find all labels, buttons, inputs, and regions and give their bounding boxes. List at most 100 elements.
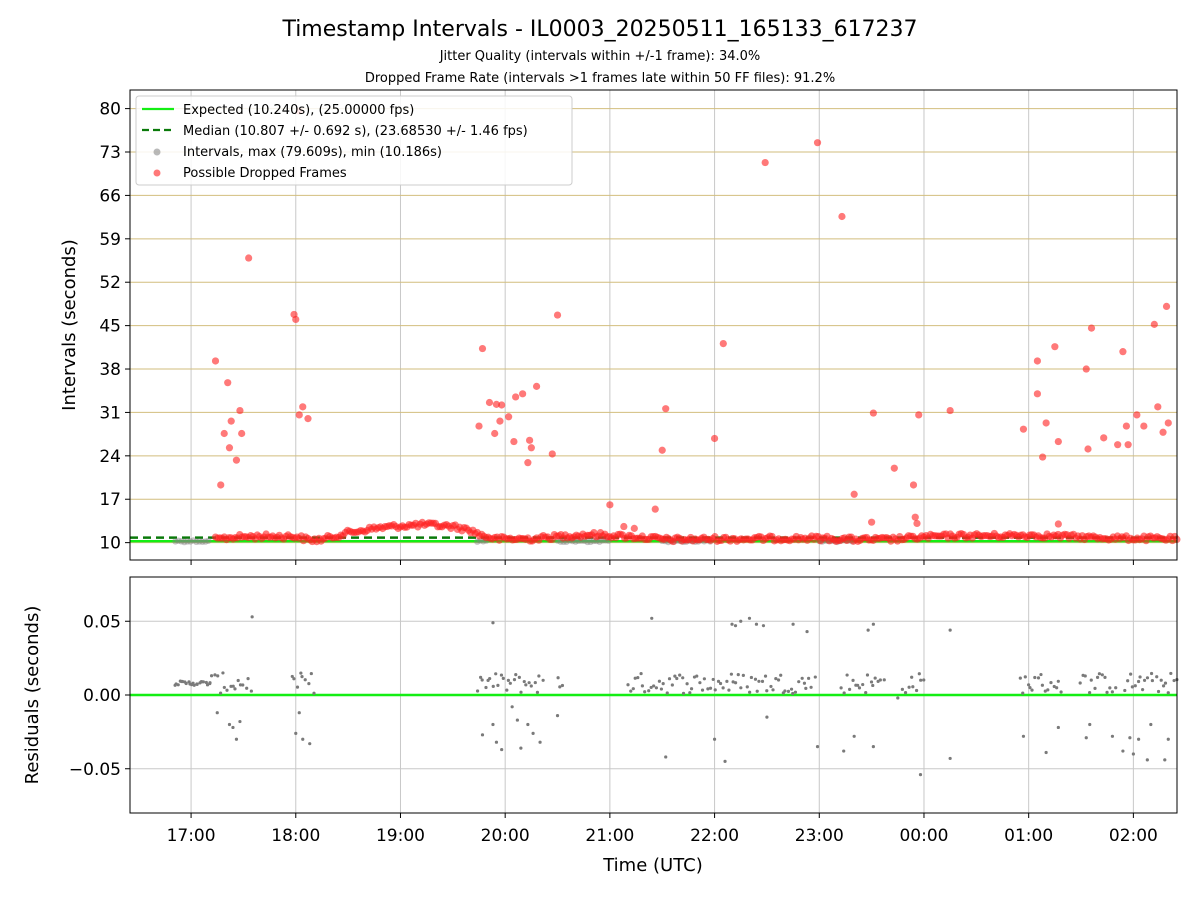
residual-point bbox=[649, 685, 653, 690]
residual-point bbox=[864, 690, 868, 695]
residual-point bbox=[670, 683, 674, 687]
residual-point bbox=[729, 672, 733, 676]
residual-point bbox=[647, 689, 651, 693]
residual-point bbox=[910, 675, 914, 679]
x-tick-label: 19:00 bbox=[376, 826, 425, 846]
residuals-y-ticks: 0.05 0.00 −0.05 bbox=[69, 612, 130, 780]
residual-point bbox=[1136, 679, 1141, 684]
dropped-frame-point bbox=[1122, 422, 1130, 430]
x-tick-label: 20:00 bbox=[481, 826, 530, 846]
residual-point bbox=[519, 746, 523, 750]
residual-point bbox=[1128, 736, 1132, 740]
residual-point bbox=[1156, 689, 1161, 694]
residual-point bbox=[499, 673, 504, 677]
intervals-y-tick-label: 24 bbox=[99, 447, 121, 467]
residual-point bbox=[753, 677, 758, 681]
residual-point bbox=[713, 688, 717, 692]
residual-point bbox=[225, 688, 229, 692]
dropped-frame-point bbox=[1033, 390, 1041, 398]
dropped-frame-point bbox=[868, 518, 876, 526]
residual-point bbox=[741, 673, 745, 677]
dropped-frame-point bbox=[651, 505, 659, 513]
x-tick-label: 00:00 bbox=[899, 826, 948, 846]
residuals-y-tick-label: 0.00 bbox=[83, 686, 121, 706]
dropped-frame-point bbox=[662, 405, 670, 413]
residual-point bbox=[222, 685, 226, 690]
residual-point bbox=[896, 696, 900, 700]
residual-point bbox=[948, 756, 952, 761]
residual-point bbox=[301, 737, 305, 741]
residual-point bbox=[757, 679, 761, 683]
residual-point bbox=[721, 686, 725, 690]
dropped-frame-point bbox=[890, 464, 898, 472]
intervals-x-ticks bbox=[190, 560, 1134, 565]
residual-point bbox=[856, 683, 860, 687]
intervals-y-tick-label: 38 bbox=[99, 360, 121, 380]
residual-point bbox=[667, 677, 672, 681]
dropped-frame-point bbox=[548, 450, 556, 458]
residual-point bbox=[673, 674, 677, 678]
dropped-frame-point bbox=[1133, 411, 1141, 419]
residual-point bbox=[774, 677, 778, 681]
residual-point bbox=[873, 676, 877, 680]
intervals-y-tick-label: 17 bbox=[99, 490, 121, 510]
dropped-frame-point bbox=[1082, 365, 1090, 373]
residual-point bbox=[535, 690, 540, 694]
residual-point bbox=[1056, 725, 1060, 730]
residual-point bbox=[308, 742, 312, 746]
residual-point bbox=[1110, 734, 1115, 738]
residual-point bbox=[1110, 690, 1114, 694]
dropped-frame-point bbox=[850, 490, 858, 498]
interval-point bbox=[205, 537, 212, 544]
residual-point bbox=[309, 671, 313, 676]
dropped-frame-point bbox=[478, 344, 487, 353]
residual-point bbox=[678, 673, 682, 677]
residual-point bbox=[496, 683, 500, 688]
residual-point bbox=[533, 680, 537, 685]
residual-point bbox=[501, 676, 505, 680]
dropped-frame-point bbox=[913, 519, 921, 528]
residual-point bbox=[731, 680, 735, 684]
residual-point bbox=[848, 687, 852, 691]
residual-point bbox=[215, 711, 219, 715]
residual-point bbox=[527, 681, 531, 685]
residual-point bbox=[491, 684, 495, 688]
residual-point bbox=[517, 675, 521, 680]
dropped-frame-point bbox=[1051, 343, 1059, 351]
residual-point bbox=[556, 676, 560, 680]
residual-point bbox=[1055, 686, 1059, 690]
residual-point bbox=[510, 705, 514, 709]
residual-point bbox=[747, 616, 752, 620]
residual-point bbox=[555, 714, 560, 718]
intervals-y-tick-label: 80 bbox=[99, 100, 121, 120]
residual-point bbox=[851, 678, 855, 682]
residual-point bbox=[484, 685, 488, 690]
residual-point bbox=[865, 673, 870, 677]
residual-point bbox=[512, 677, 517, 682]
x-tick-label: 22:00 bbox=[690, 826, 739, 846]
dropped-frame-point bbox=[1119, 348, 1127, 356]
residual-point bbox=[234, 737, 239, 741]
residual-point bbox=[529, 684, 533, 688]
residual-point bbox=[1021, 691, 1025, 695]
dropped-frame-point bbox=[304, 415, 312, 423]
residual-point bbox=[1145, 758, 1149, 762]
dropped-frame-point bbox=[1042, 419, 1050, 427]
interval-point bbox=[199, 538, 206, 545]
residual-point bbox=[749, 675, 754, 680]
legend-dropped-label: Possible Dropped Frames bbox=[183, 166, 347, 181]
residual-point bbox=[537, 674, 541, 678]
residuals-y-tick-label: 0.05 bbox=[83, 612, 121, 632]
dropped-frame-point bbox=[295, 411, 303, 419]
residual-point bbox=[800, 676, 804, 680]
dropped-frame-point bbox=[220, 429, 228, 438]
residual-point bbox=[733, 624, 738, 628]
legend-intervals-label: Intervals, max (79.609s), min (10.186s) bbox=[183, 145, 442, 160]
intervals-y-tick-label: 73 bbox=[99, 143, 121, 163]
residuals-points bbox=[173, 615, 1179, 777]
residual-point bbox=[1078, 681, 1082, 685]
dropped-frame-point bbox=[553, 311, 562, 319]
legend-box bbox=[135, 95, 573, 186]
residual-point bbox=[1093, 686, 1097, 690]
residual-point bbox=[727, 688, 731, 692]
